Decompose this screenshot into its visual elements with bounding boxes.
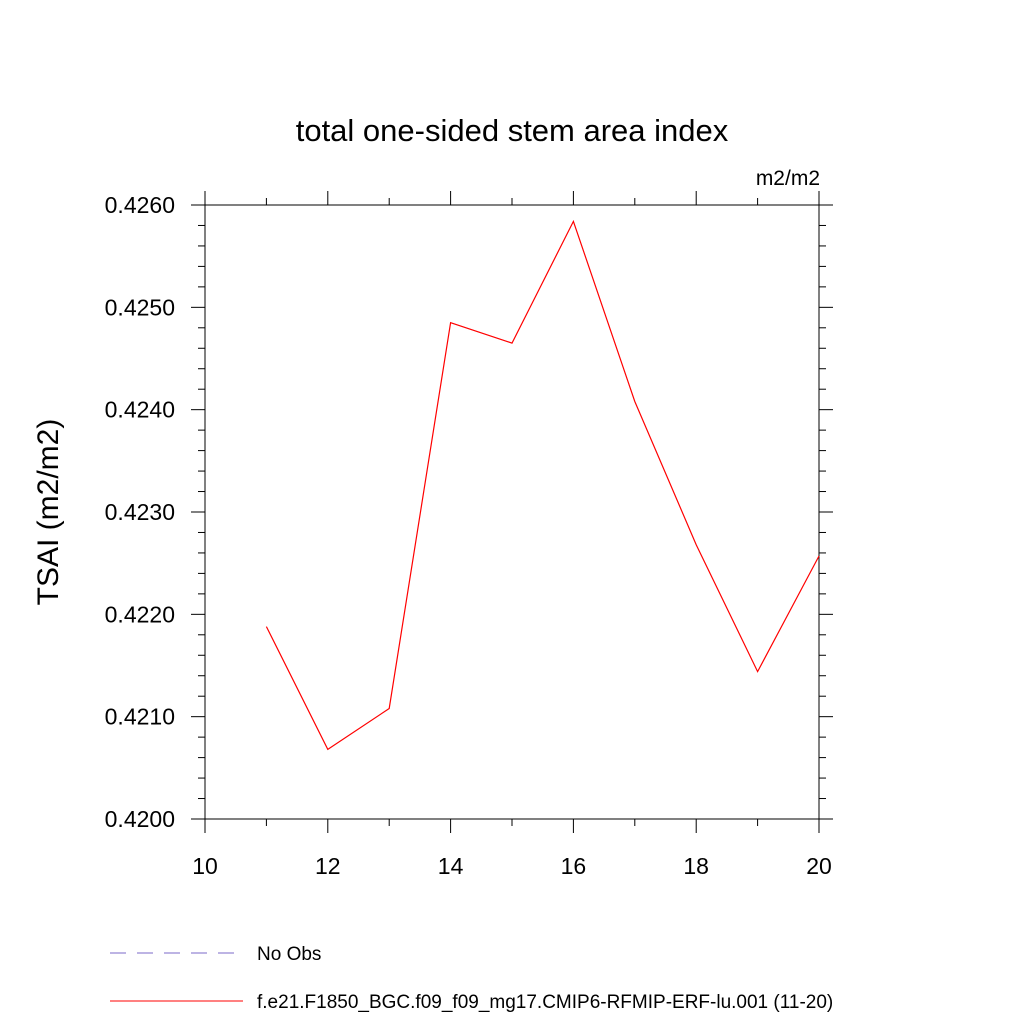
units-label: m2/m2 xyxy=(756,167,820,190)
plot-frame xyxy=(204,204,820,820)
y-tick-label: 0.4250 xyxy=(105,294,175,320)
y-axis-label: TSAI (m2/m2) xyxy=(32,419,65,606)
y-tick-label: 0.4210 xyxy=(105,704,175,730)
x-tick-label: 10 xyxy=(192,853,218,879)
y-tick-label: 0.4240 xyxy=(105,397,175,423)
y-tick-label: 0.4220 xyxy=(105,601,175,627)
y-tick-label: 0.4230 xyxy=(105,499,175,525)
y-tick-labels: 0.4200 0.4210 0.4220 0.4230 0.4240 0.4250 0.42… xyxy=(105,192,175,832)
x-tick-label: 16 xyxy=(561,853,587,879)
series-layer xyxy=(265,219,820,751)
major-ticks xyxy=(191,191,833,833)
chart-title: total one-sided stem area index xyxy=(296,113,729,148)
minor-ticks xyxy=(198,198,826,826)
legend: No Obs f.e21.F1850_BGC.f09_f09_mg17.CMIP6… xyxy=(110,944,833,1013)
legend-label-1: f.e21.F1850_BGC.f09_f09_mg17.CMIP6-RFMIP… xyxy=(257,992,833,1013)
x-tick-label: 20 xyxy=(806,853,832,879)
series-line-1 xyxy=(265,219,820,751)
plot-border xyxy=(204,204,820,820)
x-tick-label: 14 xyxy=(438,853,464,879)
y-tick-label: 0.4260 xyxy=(105,192,175,218)
y-tick-label: 0.4200 xyxy=(105,806,175,832)
x-tick-labels: 10 12 14 16 18 20 xyxy=(192,853,832,879)
legend-label-0: No Obs xyxy=(257,944,321,965)
x-tick-label: 12 xyxy=(315,853,341,879)
x-tick-label: 18 xyxy=(683,853,709,879)
